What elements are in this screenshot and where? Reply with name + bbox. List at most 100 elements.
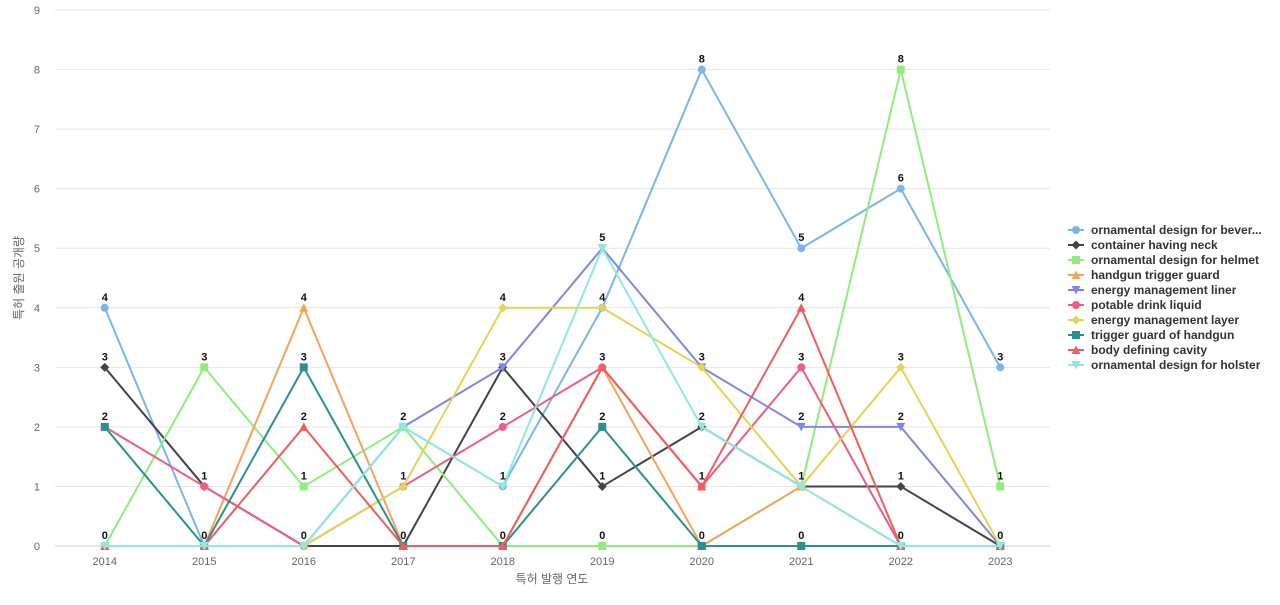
legend-item[interactable]: trigger guard of handgun [1068,327,1278,342]
data-label: 4 [102,292,109,304]
data-point[interactable] [597,244,607,253]
data-label: 3 [301,351,307,363]
y-tick-label: 7 [34,124,40,136]
data-point[interactable] [398,541,408,551]
data-point[interactable] [797,244,806,253]
legend-marker-icon[interactable] [1071,345,1081,354]
series-line[interactable] [104,306,1001,547]
data-point[interactable] [796,303,806,312]
legend-marker-icon[interactable] [1072,255,1080,264]
legend-item[interactable]: ornamental design for helmet [1068,252,1278,267]
legend-label: body defining cavity [1091,342,1208,357]
data-point[interactable] [796,422,806,432]
data-point[interactable] [100,542,110,551]
data-point[interactable] [797,542,806,550]
data-label: 3 [798,351,804,363]
data-point[interactable] [199,542,209,551]
legend-swatch-icon [1068,300,1084,309]
y-axis-title: 특허 출원 공개량 [12,236,26,320]
legend-swatch-icon [1068,360,1084,370]
legend-label: handgun trigger guard [1091,267,1220,282]
x-tick-label: 2022 [889,556,913,568]
legend-item[interactable]: ornamental design for bever... [1068,222,1278,237]
data-point[interactable] [597,303,607,313]
data-label: 3 [102,351,108,363]
data-point[interactable] [797,363,806,372]
legend-marker-icon[interactable] [1071,360,1081,370]
data-point[interactable] [896,362,906,372]
data-point[interactable] [697,542,706,550]
data-point[interactable] [398,481,408,491]
legend-label: potable drink liquid [1091,297,1202,312]
legend-marker-icon[interactable] [1072,330,1080,339]
series-line[interactable] [103,366,1001,547]
data-label: 2 [102,411,108,423]
data-point[interactable] [100,362,110,372]
data-point[interactable] [299,482,308,491]
data-point[interactable] [697,362,707,372]
data-point[interactable] [398,422,408,432]
data-point[interactable] [299,422,309,431]
data-label: 3 [500,351,506,363]
legend-item[interactable]: energy management layer [1068,312,1278,327]
legend-swatch-icon [1068,225,1084,234]
data-point[interactable] [697,481,707,491]
legend-item[interactable]: container having neck [1068,237,1278,252]
legend-item[interactable]: potable drink liquid [1068,297,1278,312]
legend-label: energy management liner [1091,282,1237,297]
data-point[interactable] [498,363,508,372]
legend-marker-icon[interactable] [1071,315,1081,324]
data-point[interactable] [996,482,1005,491]
series-line[interactable] [104,366,1001,547]
data-point[interactable] [995,542,1005,551]
legend-marker-icon[interactable] [1071,285,1081,295]
legend-swatch-icon [1068,240,1084,249]
data-point[interactable] [697,422,707,432]
data-point[interactable] [896,65,905,74]
data-point[interactable] [498,482,508,491]
data-point[interactable] [598,422,607,431]
y-tick-label: 6 [34,184,40,196]
legend-item[interactable]: body defining cavity [1068,342,1278,357]
data-point[interactable] [299,542,309,551]
series-line[interactable] [104,247,1001,547]
data-point[interactable] [896,184,905,193]
legend-marker-icon[interactable] [1071,270,1081,279]
data-point[interactable] [597,362,607,372]
data-label: 0 [400,530,406,542]
data-point[interactable] [299,303,309,312]
data-point[interactable] [996,363,1005,372]
legend-marker-icon[interactable] [1072,300,1080,309]
data-point[interactable] [498,422,507,431]
chart-legend: ornamental design for bever... container … [1068,222,1278,372]
data-labels: 4320310432102104321054321083210543210863… [102,54,1004,542]
data-point[interactable] [200,363,209,372]
legend-marker-icon[interactable] [1071,240,1081,249]
legend-item[interactable]: energy management liner [1068,282,1278,297]
data-point[interactable] [597,481,607,491]
y-tick-label: 8 [34,65,40,77]
data-point[interactable] [100,303,109,312]
legend-marker-icon[interactable] [1072,225,1080,234]
x-tick-label: 2020 [690,556,714,568]
legend-label: ornamental design for helmet [1091,252,1260,267]
legend-item[interactable]: ornamental design for holster [1068,357,1278,372]
data-label: 3 [997,351,1003,363]
y-tick-label: 2 [34,422,40,434]
data-point[interactable] [498,541,508,551]
data-point[interactable] [896,481,906,491]
data-point[interactable] [200,482,209,491]
legend-item[interactable]: handgun trigger guard [1068,267,1278,282]
legend-label: container having neck [1091,237,1218,252]
data-point[interactable] [896,542,906,551]
data-point[interactable] [299,363,308,372]
data-point[interactable] [796,482,806,491]
data-point[interactable] [498,303,508,313]
data-point[interactable] [697,65,706,74]
data-point[interactable] [100,422,109,431]
data-label: 4 [301,292,308,304]
data-point[interactable] [896,422,906,432]
data-point[interactable] [598,542,607,550]
data-label: 0 [301,530,307,542]
